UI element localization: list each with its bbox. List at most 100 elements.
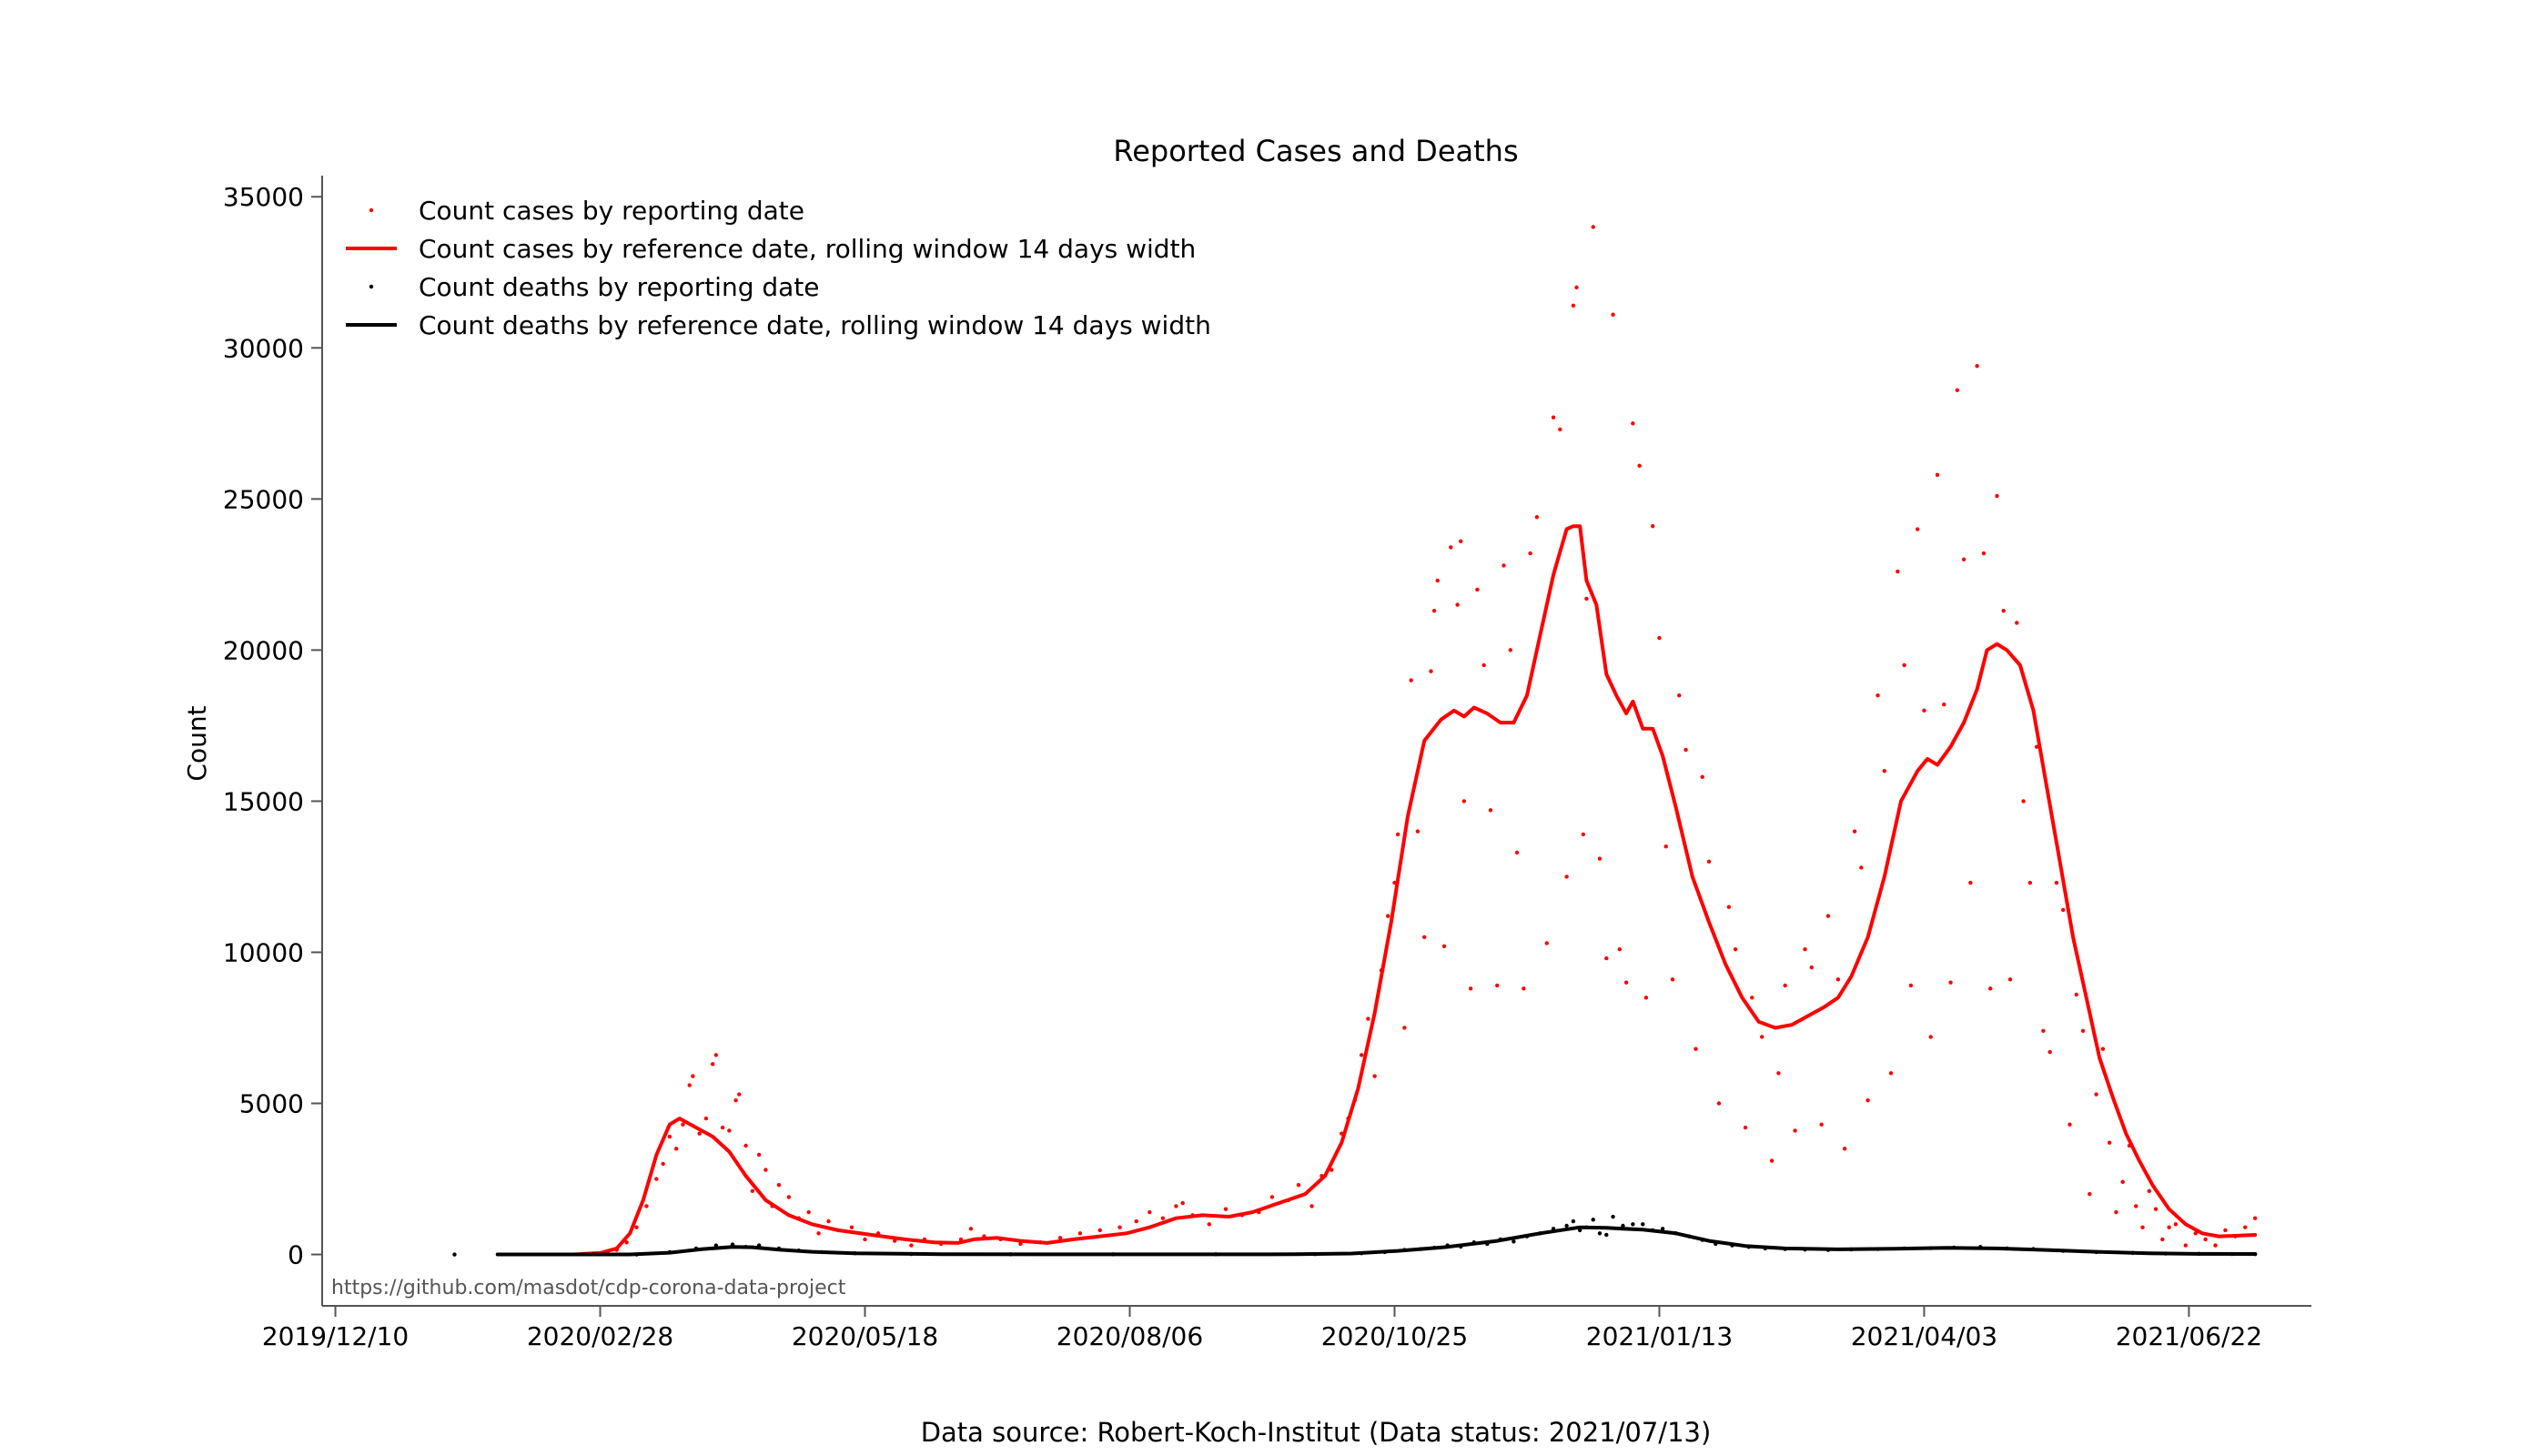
data-point [1660, 1227, 1665, 1231]
data-point [2243, 1225, 2248, 1229]
chart-title: Reported Cases and Deaths [1113, 134, 1518, 168]
data-point [1670, 977, 1675, 982]
data-point [661, 1161, 665, 1167]
data-point [1611, 1214, 1615, 1219]
series-3 [495, 1225, 2258, 1257]
data-point [849, 1225, 854, 1229]
data-point [1908, 983, 1914, 988]
series-1 [495, 524, 2258, 1257]
data-point [1643, 996, 1649, 1000]
data-point [1435, 578, 1440, 583]
data-point [776, 1182, 782, 1188]
data-point [1449, 545, 1453, 550]
data-point [863, 1237, 867, 1242]
legend-item-3: Count deaths by reference date, rolling … [346, 310, 1211, 340]
data-point [2193, 1231, 2198, 1236]
y-tick-label: 0 [288, 1240, 304, 1270]
data-point [1591, 225, 1595, 229]
data-point [1309, 1204, 1314, 1208]
data-point [1269, 1195, 1275, 1199]
data-point [2252, 1216, 2258, 1220]
data-point [2094, 1092, 2098, 1097]
data-point [1574, 285, 1579, 290]
data-point [1882, 769, 1886, 774]
data-point [1330, 1168, 1334, 1172]
data-point [2088, 1191, 2092, 1197]
data-point [1955, 388, 1960, 392]
x-tick-label: 2021/06/22 [2116, 1321, 2262, 1351]
data-point [1372, 1074, 1377, 1078]
legend-label: Count deaths by reporting date [419, 272, 820, 302]
data-point [644, 1204, 649, 1208]
data-point [1508, 648, 1512, 652]
data-point [1641, 1222, 1645, 1227]
data-point [1207, 1222, 1211, 1227]
data-source-footnote: Data source: Robert-Koch-Institut (Data … [921, 1417, 1712, 1448]
data-point [720, 1125, 725, 1130]
data-point [1564, 1223, 1569, 1228]
data-point [1663, 844, 1668, 849]
data-point [710, 1062, 715, 1067]
data-point [1694, 1046, 1698, 1051]
data-point [1706, 859, 1712, 864]
data-point [2147, 1188, 2151, 1194]
data-point [1935, 472, 1940, 477]
legend-label: Count deaths by reference date, rolling … [419, 310, 1211, 340]
legend-item-2: Count deaths by reporting date [369, 272, 820, 302]
data-point [1760, 1035, 1764, 1039]
data-point [1981, 551, 1987, 556]
data-point [733, 1097, 738, 1103]
x-tick-label: 2021/04/03 [1851, 1321, 1997, 1351]
data-point [2015, 621, 2019, 625]
data-point [1825, 914, 1831, 918]
data-point [1461, 799, 1467, 804]
data-point [1296, 1182, 1301, 1188]
data-point [1488, 808, 1493, 813]
data-point [1876, 693, 1880, 698]
y-tick-label: 35000 [223, 182, 304, 212]
data-point [2001, 609, 2006, 613]
legend-marker [369, 207, 374, 213]
source-watermark: https://github.com/masdot/cdp-corona-dat… [331, 1277, 846, 1299]
data-point [1544, 941, 1549, 945]
legend-marker [369, 284, 374, 289]
data-point [2160, 1237, 2165, 1242]
data-point [2173, 1222, 2179, 1227]
data-point [1223, 1207, 1228, 1211]
x-tick-label: 2020/10/25 [1321, 1321, 1468, 1351]
data-point [1961, 557, 1967, 561]
data-point [1468, 986, 1473, 991]
data-point [1564, 875, 1569, 879]
data-point [1604, 956, 1609, 961]
data-point [786, 1195, 792, 1199]
data-point [1431, 609, 1437, 613]
y-tick-label: 15000 [223, 786, 304, 816]
data-point [806, 1209, 811, 1215]
data-point [1409, 678, 1413, 682]
data-point [1512, 1239, 1516, 1244]
x-tick-label: 2020/05/18 [792, 1321, 938, 1351]
data-point [1888, 1071, 1894, 1076]
data-point [624, 1240, 629, 1245]
data-point [2120, 1179, 2125, 1185]
data-point [1148, 1209, 1152, 1215]
data-point [1571, 303, 1576, 308]
data-point [1631, 421, 1635, 426]
data-point [1621, 1223, 1625, 1228]
data-point [2027, 880, 2033, 885]
data-point [1915, 527, 1920, 531]
data-point [1558, 427, 1562, 432]
data-point [1942, 702, 1946, 707]
plot-area [452, 225, 2258, 1257]
data-point [737, 1092, 742, 1097]
data-point [1514, 850, 1520, 855]
y-tick-label: 25000 [223, 484, 304, 514]
data-point [1402, 1026, 1407, 1030]
data-point [1117, 1225, 1122, 1229]
data-point [1617, 946, 1623, 952]
data-point [1928, 1035, 1933, 1039]
data-point [1793, 1128, 1797, 1133]
data-point [713, 1053, 719, 1057]
data-point [1522, 986, 1526, 991]
data-point [1716, 1101, 1722, 1106]
